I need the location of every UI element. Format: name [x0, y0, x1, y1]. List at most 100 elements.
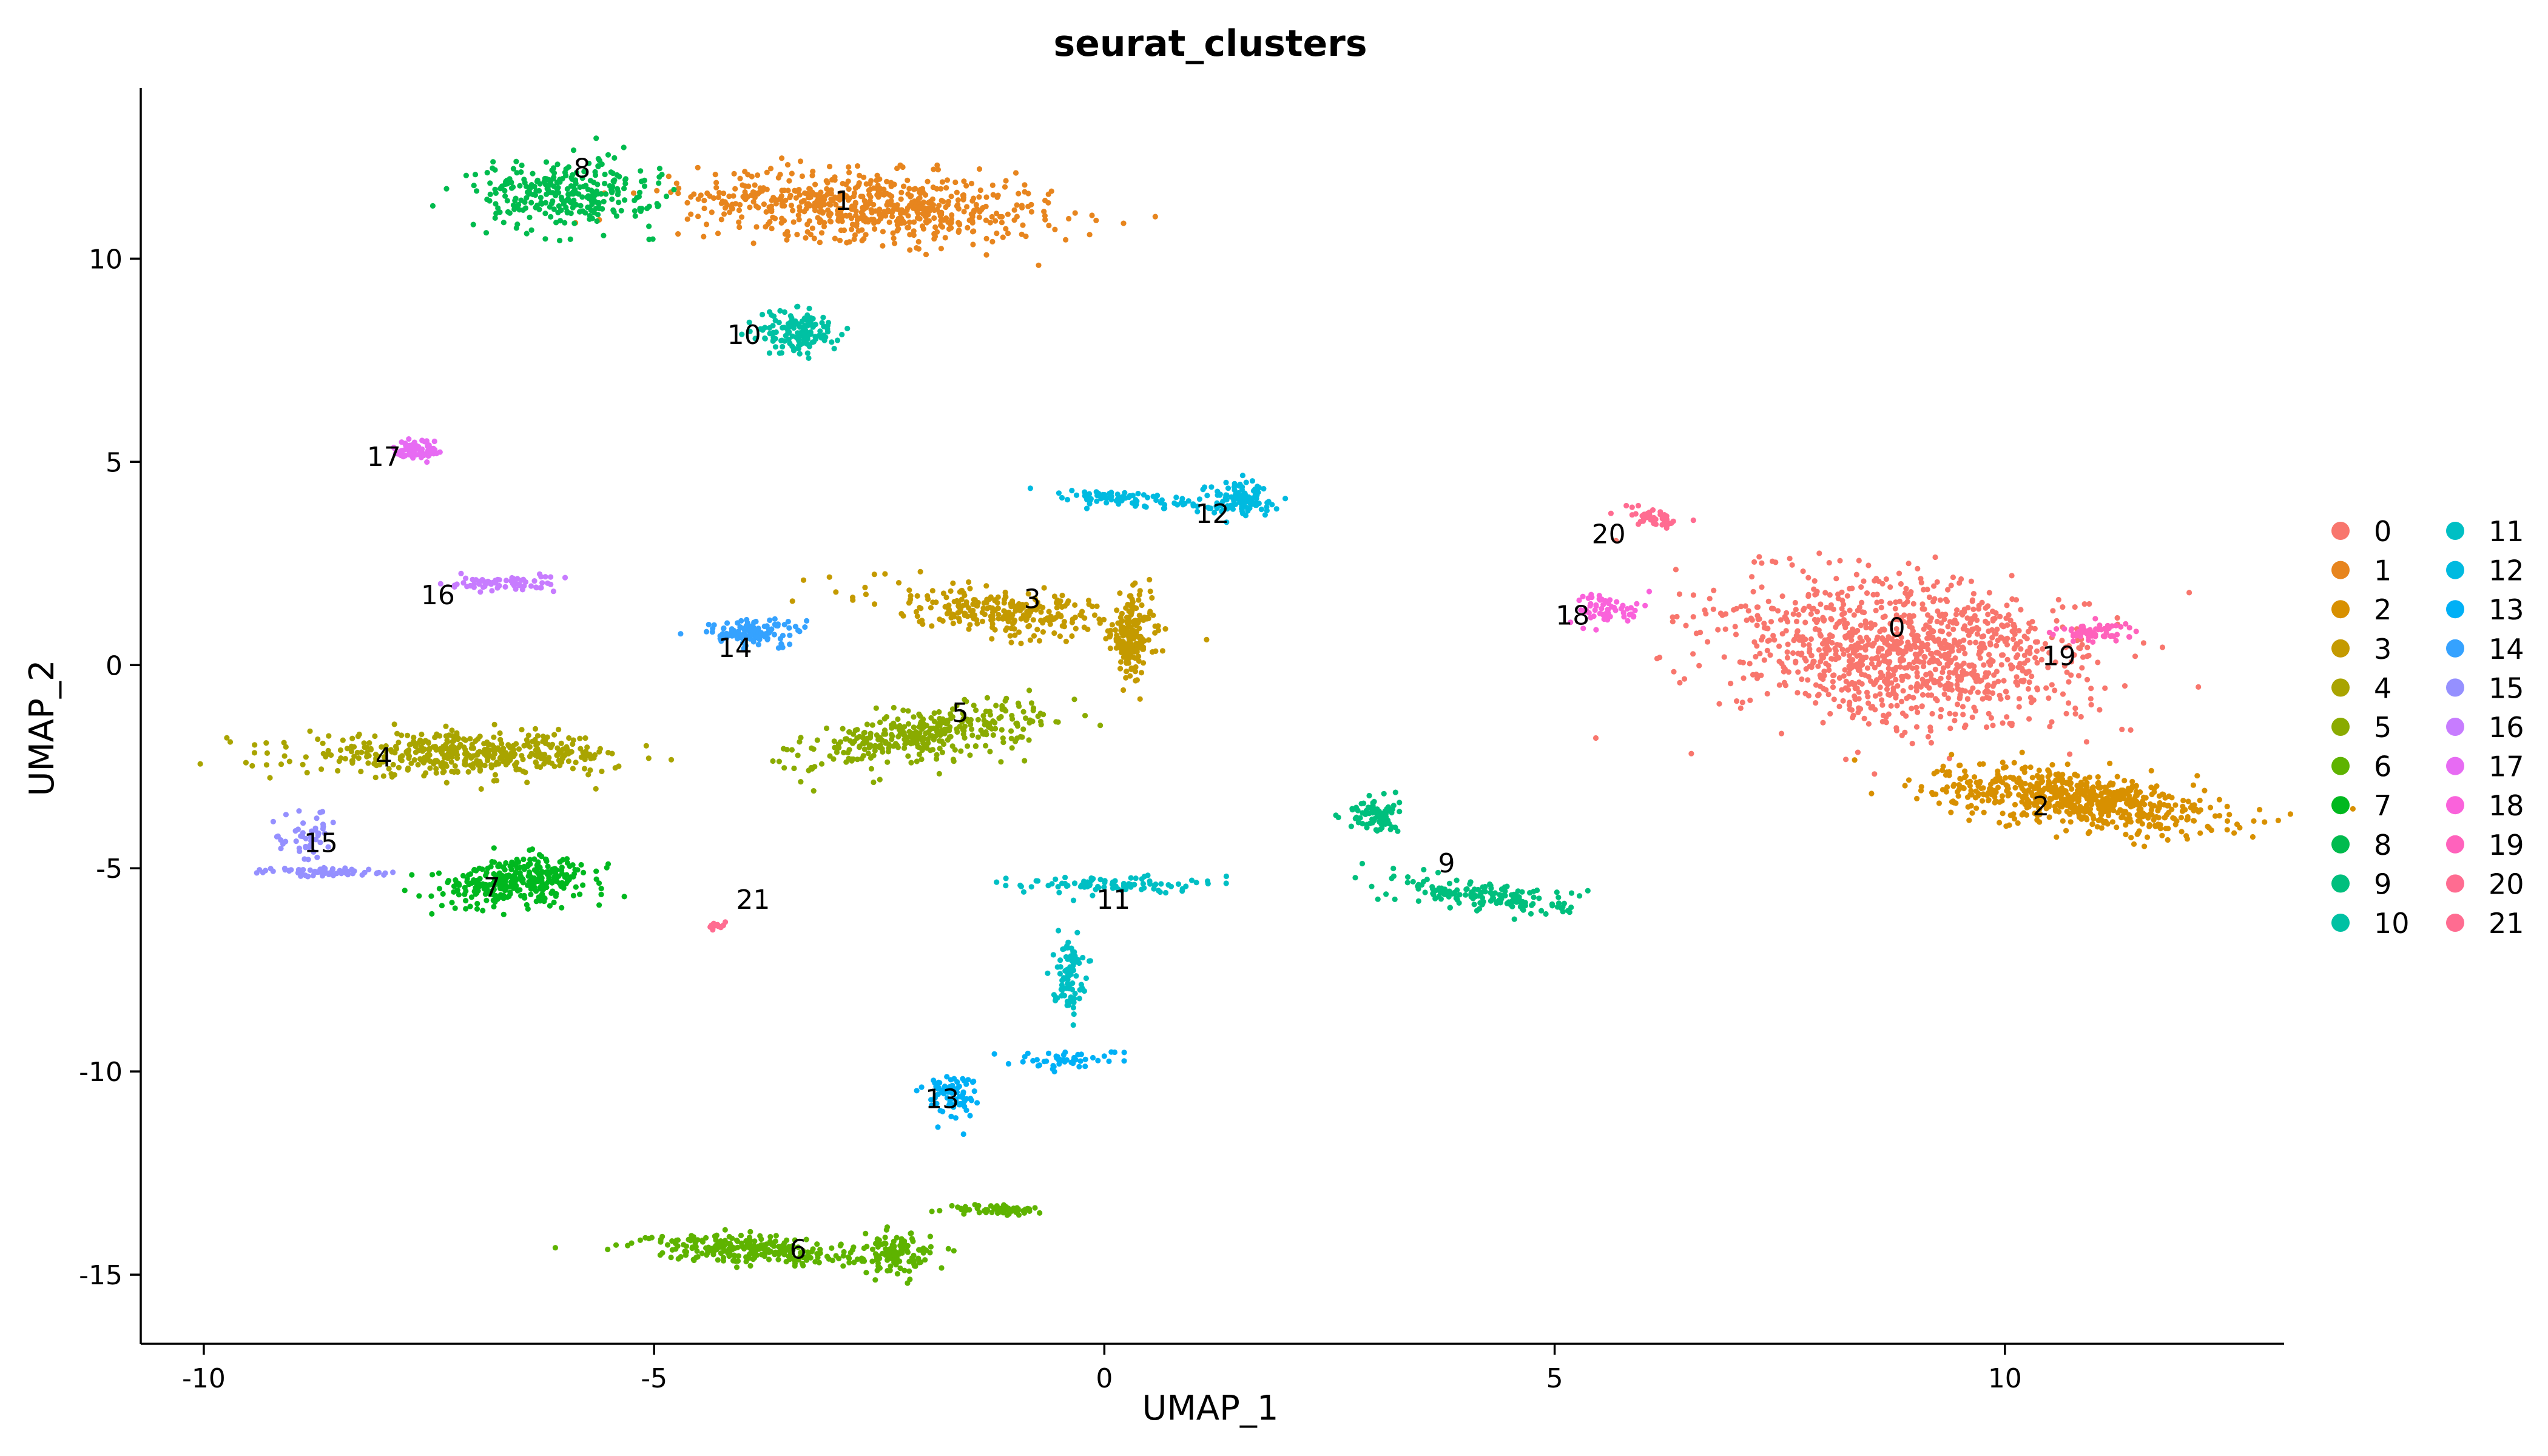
data-point: [1990, 683, 1996, 689]
data-point: [892, 724, 898, 730]
data-point: [1734, 698, 1740, 704]
cluster-9-points: [1333, 789, 1591, 922]
data-point: [2097, 785, 2103, 791]
data-point: [2194, 773, 2200, 779]
data-point: [1511, 891, 1517, 897]
data-point: [2212, 813, 2219, 819]
data-point: [2004, 622, 2010, 628]
data-point: [1028, 209, 1034, 215]
data-point: [464, 878, 470, 885]
data-point: [2003, 764, 2009, 770]
data-point: [1875, 655, 1881, 662]
data-point: [1554, 889, 1560, 895]
data-point: [1951, 781, 1957, 787]
data-point: [2197, 797, 2203, 803]
data-point: [1761, 657, 1767, 663]
data-point: [736, 219, 742, 225]
data-point: [2128, 819, 2134, 825]
data-point: [505, 760, 511, 766]
data-point: [419, 748, 426, 754]
cluster-3-points: [789, 568, 1210, 702]
data-point: [548, 744, 554, 750]
data-point: [596, 902, 602, 908]
data-point: [1925, 733, 1931, 740]
data-point: [2118, 814, 2125, 821]
data-point: [703, 221, 710, 228]
data-point: [243, 760, 249, 766]
data-point: [524, 195, 530, 201]
data-point: [695, 164, 701, 170]
data-point: [1966, 817, 1972, 823]
data-point: [531, 867, 538, 873]
data-point: [938, 222, 944, 229]
data-point: [976, 1202, 982, 1209]
data-point: [1764, 647, 1770, 653]
data-point: [525, 732, 531, 738]
data-point: [1366, 792, 1372, 799]
data-point: [1815, 693, 1821, 699]
data-point: [482, 763, 488, 769]
data-point: [632, 208, 638, 214]
data-point: [2129, 778, 2135, 784]
data-point: [2021, 652, 2027, 658]
data-point: [1883, 576, 1889, 582]
data-point: [1009, 600, 1016, 607]
data-point: [854, 757, 860, 763]
data-point: [551, 899, 557, 906]
data-point: [1890, 672, 1896, 678]
data-point: [2025, 686, 2031, 692]
data-point: [758, 1236, 764, 1242]
data-point: [2144, 834, 2151, 840]
data-point: [1002, 593, 1008, 599]
data-point: [1489, 895, 1495, 902]
data-point: [1928, 615, 1934, 621]
data-point: [538, 195, 544, 201]
data-point: [1854, 685, 1860, 691]
data-point: [1013, 170, 1019, 176]
data-point: [894, 228, 900, 234]
data-point: [2157, 826, 2163, 832]
data-point: [2111, 792, 2117, 798]
data-point: [2032, 785, 2038, 791]
data-point: [522, 205, 529, 211]
data-point: [1543, 911, 1549, 917]
data-point: [892, 1249, 898, 1255]
data-point: [1677, 679, 1683, 686]
data-point: [2050, 608, 2056, 614]
data-point: [1722, 626, 1728, 632]
data-point: [528, 227, 534, 233]
data-point: [884, 1224, 891, 1230]
data-point: [1815, 663, 1821, 669]
data-point: [454, 769, 461, 775]
data-point: [1974, 672, 1980, 678]
data-point: [553, 220, 559, 226]
data-point: [1993, 631, 1999, 637]
data-point: [1795, 628, 1801, 634]
data-point: [1108, 627, 1114, 633]
data-point: [2224, 827, 2230, 833]
data-point: [983, 203, 989, 209]
data-point: [905, 721, 912, 727]
data-point: [937, 1208, 943, 1214]
data-point: [514, 865, 520, 871]
data-point: [1147, 588, 1153, 595]
data-point: [785, 1247, 791, 1253]
data-point: [2068, 819, 2074, 825]
data-point: [618, 207, 624, 214]
data-point: [718, 200, 724, 206]
data-point: [1861, 578, 1867, 584]
data-point: [1836, 675, 1842, 681]
data-point: [752, 1238, 758, 1244]
data-point: [1759, 560, 1765, 566]
data-point: [416, 893, 422, 899]
data-point: [1886, 670, 1892, 677]
data-point: [1527, 890, 1533, 896]
data-point: [1119, 610, 1125, 617]
data-point: [588, 755, 594, 761]
data-point: [2067, 775, 2073, 781]
data-point: [2088, 806, 2094, 812]
data-point: [1986, 695, 1992, 701]
data-point: [864, 721, 870, 727]
data-point: [1751, 559, 1758, 565]
data-point: [1757, 650, 1763, 656]
